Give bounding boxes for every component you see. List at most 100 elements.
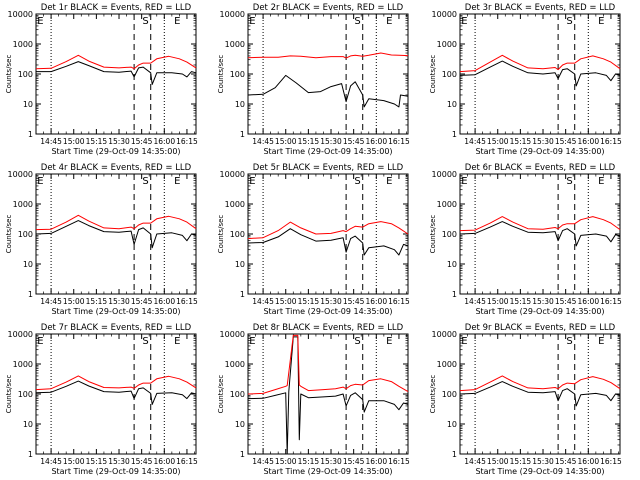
y-tick-label: 10000 — [8, 330, 33, 339]
x-axis-label: Start Time (29-Oct-09 14:35:00) — [263, 467, 392, 476]
series-events-line — [247, 74, 409, 108]
x-tick-label: 15:30 — [320, 457, 342, 466]
x-tick-label: 16:00 — [153, 297, 175, 306]
y-tick-label: 10 — [447, 420, 457, 429]
y-tick-label: 1000 — [13, 40, 33, 49]
chart-title: Det 7r BLACK = Events, RED = LLD — [41, 323, 192, 333]
y-tick-label: 10 — [23, 100, 33, 109]
y-axis-label: Counts/sec — [429, 215, 437, 254]
plot-frame — [459, 333, 621, 455]
x-axis-label: Start Time (29-Oct-09 14:35:00) — [51, 467, 180, 476]
y-tick-label: 1 — [240, 450, 245, 459]
series-events-line — [247, 336, 409, 455]
x-tick-label: 16:00 — [577, 297, 599, 306]
x-axis-label: Start Time (29-Oct-09 14:35:00) — [475, 147, 604, 156]
event-marker-label: E — [598, 336, 604, 347]
x-tick-label: 15:15 — [510, 457, 532, 466]
y-axis-label: Counts/sec — [429, 375, 437, 414]
x-tick-label: 16:15 — [176, 457, 198, 466]
y-tick-label: 10 — [235, 260, 245, 269]
x-tick-label: 15:30 — [532, 457, 554, 466]
x-tick-label: 15:30 — [108, 137, 130, 146]
series-events-line — [247, 228, 409, 256]
event-marker-label: E — [461, 176, 467, 187]
y-axis-label: Counts/sec — [217, 375, 225, 414]
y-tick-label: 1000 — [437, 360, 457, 369]
x-axis-label: Start Time (29-Oct-09 14:35:00) — [51, 147, 180, 156]
y-tick-label: 10 — [447, 260, 457, 269]
x-tick-label: 15:30 — [108, 297, 130, 306]
x-tick-label: 15:45 — [343, 457, 365, 466]
event-marker-label: E — [37, 176, 43, 187]
x-tick-label: 16:00 — [365, 457, 387, 466]
x-tick-label: 15:00 — [275, 457, 297, 466]
x-tick-label: 16:00 — [577, 137, 599, 146]
x-tick-label: 14:45 — [464, 457, 486, 466]
y-tick-label: 1000 — [225, 200, 245, 209]
series-lld-line — [35, 214, 197, 231]
event-marker-label: E — [249, 16, 255, 27]
y-tick-label: 1 — [240, 130, 245, 139]
event-marker-label: E — [174, 336, 180, 347]
x-tick-label: 14:45 — [464, 137, 486, 146]
x-tick-label: 15:00 — [487, 457, 509, 466]
event-marker-label: E — [598, 16, 604, 27]
y-tick-label: 10000 — [220, 330, 245, 339]
x-axis-label: Start Time (29-Oct-09 14:35:00) — [263, 147, 392, 156]
x-tick-label: 16:15 — [388, 457, 410, 466]
series-events-line — [35, 380, 197, 405]
y-tick-label: 1 — [452, 450, 457, 459]
x-tick-label: 15:00 — [487, 297, 509, 306]
series-lld-line — [459, 216, 621, 232]
y-tick-label: 10 — [447, 100, 457, 109]
y-axis-label: Counts/sec — [5, 375, 13, 414]
event-marker-label: S — [142, 176, 148, 187]
x-tick-label: 15:30 — [532, 297, 554, 306]
x-tick-label: 15:15 — [86, 137, 108, 146]
x-tick-label: 15:30 — [532, 137, 554, 146]
chart-title: Det 4r BLACK = Events, RED = LLD — [41, 163, 192, 173]
x-tick-label: 15:45 — [555, 457, 577, 466]
chart-panel: Det 3r BLACK = Events, RED = LLD Counts/s… — [429, 3, 622, 156]
series-events-line — [459, 60, 621, 87]
x-tick-label: 15:45 — [343, 137, 365, 146]
y-tick-label: 1000 — [225, 40, 245, 49]
x-tick-label: 16:00 — [365, 297, 387, 306]
event-marker-label: E — [386, 176, 392, 187]
x-tick-label: 15:15 — [298, 297, 320, 306]
y-tick-label: 10000 — [432, 170, 457, 179]
y-tick-label: 10000 — [432, 10, 457, 19]
series-lld-line — [459, 54, 621, 73]
chart-title: Det 2r BLACK = Events, RED = LLD — [253, 3, 404, 13]
x-tick-label: 15:00 — [63, 457, 85, 466]
x-tick-label: 15:45 — [343, 297, 365, 306]
series-events-line — [35, 220, 197, 249]
y-axis-label: Counts/sec — [5, 215, 13, 254]
chart-title: Det 9r BLACK = Events, RED = LLD — [465, 323, 616, 333]
series-events-line — [459, 221, 621, 247]
x-tick-label: 16:00 — [153, 137, 175, 146]
chart-title: Det 6r BLACK = Events, RED = LLD — [465, 163, 616, 173]
y-tick-label: 100 — [442, 390, 457, 399]
x-tick-label: 15:15 — [510, 297, 532, 306]
series-events-line — [459, 381, 621, 407]
chart-title: Det 8r BLACK = Events, RED = LLD — [253, 323, 404, 333]
event-marker-label: E — [598, 176, 604, 187]
x-tick-label: 15:15 — [86, 297, 108, 306]
event-marker-label: S — [354, 176, 360, 187]
y-tick-label: 1 — [28, 290, 33, 299]
x-tick-label: 16:15 — [600, 137, 622, 146]
x-tick-label: 14:45 — [252, 297, 274, 306]
y-tick-label: 10 — [235, 420, 245, 429]
y-tick-label: 100 — [18, 70, 33, 79]
event-marker-label: E — [249, 336, 255, 347]
series-events-line — [36, 61, 197, 85]
x-axis-label: Start Time (29-Oct-09 14:35:00) — [475, 307, 604, 316]
y-tick-label: 1000 — [13, 360, 33, 369]
plot-frame — [247, 333, 409, 455]
series-lld-line — [459, 375, 621, 392]
y-axis-label: Counts/sec — [217, 215, 225, 254]
x-tick-label: 15:15 — [510, 137, 532, 146]
x-tick-label: 16:15 — [176, 297, 198, 306]
